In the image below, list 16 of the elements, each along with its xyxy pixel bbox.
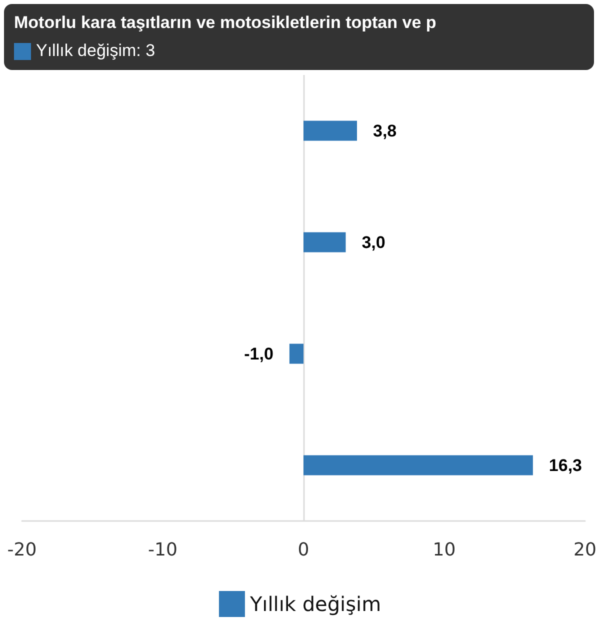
x-tick-label: -20 — [7, 540, 37, 560]
x-tick-label: -10 — [148, 540, 178, 560]
data-label: 16,3 — [548, 456, 582, 475]
bar — [289, 344, 304, 364]
bar — [304, 120, 357, 141]
x-tick-label: 20 — [574, 540, 596, 560]
text: Yıllık değişim: 3 — [36, 40, 156, 62]
legend-label: Yıllık değişim — [248, 592, 382, 616]
data-label: 3,8 — [372, 121, 397, 140]
bar — [304, 232, 346, 252]
data-label: -1,0 — [244, 344, 274, 364]
data-label: 3,0 — [362, 232, 386, 252]
x-tick-label: 0 — [298, 540, 310, 560]
text: Motorlu kara taşıtların ve motosikletlerin toptan ve p — [14, 13, 436, 32]
bar — [304, 455, 533, 476]
x-tick-label: 10 — [432, 540, 456, 560]
